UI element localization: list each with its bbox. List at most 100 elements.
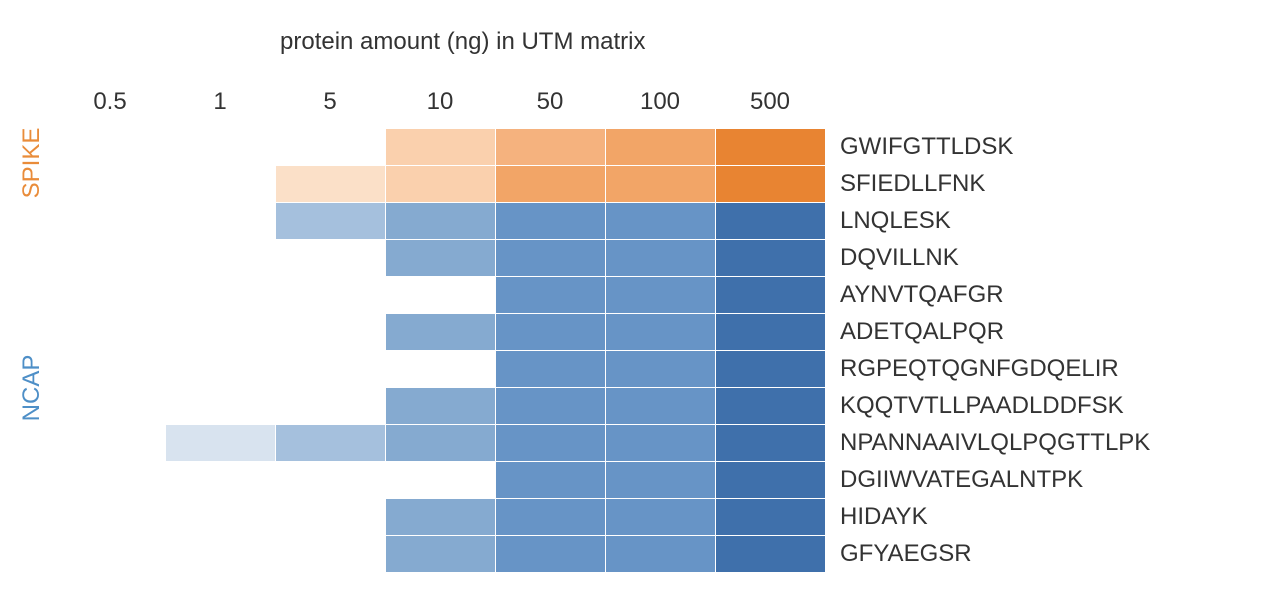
heatmap-cell (385, 387, 495, 424)
row-label: GFYAEGSR (840, 535, 1150, 572)
row-label: ADETQALPQR (840, 313, 1150, 350)
heatmap-cell (495, 239, 605, 276)
heatmap-row (55, 498, 825, 535)
heatmap-cell (385, 498, 495, 535)
heatmap-cell (605, 276, 715, 313)
row-label: RGPEQTQGNFGDQELIR (840, 350, 1150, 387)
heatmap-cell (385, 350, 495, 387)
heatmap-cell (275, 461, 385, 498)
heatmap-cell (275, 424, 385, 461)
heatmap-cell (165, 387, 275, 424)
heatmap-cell (385, 424, 495, 461)
heatmap-cell (715, 387, 825, 424)
heatmap-row (55, 202, 825, 239)
heatmap-row (55, 165, 825, 202)
heatmap-row (55, 424, 825, 461)
heatmap-cell (715, 313, 825, 350)
group-label-ncap: NCAP (20, 328, 50, 448)
heatmap-cell (605, 461, 715, 498)
heatmap-cell (55, 128, 165, 165)
heatmap-cell (385, 535, 495, 572)
heatmap-cell (495, 498, 605, 535)
heatmap-cell (385, 128, 495, 165)
heatmap-cell (495, 128, 605, 165)
column-label: 1 (165, 88, 275, 116)
heatmap-cell (165, 461, 275, 498)
heatmap-figure: protein amount (ng) in UTM matrix 0.5151… (0, 0, 1280, 604)
heatmap-cell (495, 165, 605, 202)
heatmap-cell (165, 202, 275, 239)
heatmap-cell (275, 350, 385, 387)
heatmap-cell (385, 165, 495, 202)
heatmap-cell (165, 424, 275, 461)
group-label-spike: SPIKE (20, 103, 50, 223)
heatmap-row (55, 128, 825, 165)
heatmap-cell (715, 350, 825, 387)
column-labels: 0.5151050100500 (55, 88, 825, 116)
heatmap-cell (495, 350, 605, 387)
column-label: 5 (275, 88, 385, 116)
heatmap-cell (55, 461, 165, 498)
heatmap-cell (495, 202, 605, 239)
heatmap-cell (495, 424, 605, 461)
heatmap-cell (605, 128, 715, 165)
heatmap-row (55, 239, 825, 276)
heatmap-cell (605, 535, 715, 572)
heatmap-row (55, 387, 825, 424)
heatmap-cell (275, 313, 385, 350)
heatmap-grid (55, 128, 825, 572)
heatmap-cell (165, 313, 275, 350)
heatmap-cell (715, 424, 825, 461)
heatmap-cell (165, 350, 275, 387)
heatmap-cell (55, 424, 165, 461)
heatmap-cell (715, 535, 825, 572)
heatmap-row (55, 350, 825, 387)
heatmap-cell (165, 498, 275, 535)
heatmap-row (55, 461, 825, 498)
row-label: DQVILLNK (840, 239, 1150, 276)
heatmap-cell (275, 498, 385, 535)
heatmap-cell (275, 165, 385, 202)
heatmap-cell (385, 461, 495, 498)
heatmap-cell (165, 165, 275, 202)
heatmap-cell (715, 165, 825, 202)
heatmap-cell (55, 165, 165, 202)
heatmap-cell (275, 276, 385, 313)
heatmap-row (55, 276, 825, 313)
heatmap-cell (495, 387, 605, 424)
column-label: 500 (715, 88, 825, 116)
row-label: NPANNAAIVLQLPQGTTLPK (840, 424, 1150, 461)
heatmap-cell (385, 202, 495, 239)
heatmap-cell (605, 498, 715, 535)
heatmap-cell (605, 313, 715, 350)
row-labels: GWIFGTTLDSKSFIEDLLFNKLNQLESKDQVILLNKAYNV… (840, 128, 1150, 572)
heatmap-row (55, 313, 825, 350)
heatmap-cell (55, 350, 165, 387)
heatmap-cell (385, 276, 495, 313)
heatmap-cell (715, 461, 825, 498)
column-label: 0.5 (55, 88, 165, 116)
heatmap-cell (715, 202, 825, 239)
heatmap-cell (385, 313, 495, 350)
heatmap-cell (385, 239, 495, 276)
heatmap-cell (495, 313, 605, 350)
heatmap-cell (605, 165, 715, 202)
heatmap-cell (605, 350, 715, 387)
heatmap-cell (495, 461, 605, 498)
heatmap-cell (275, 387, 385, 424)
heatmap-cell (605, 424, 715, 461)
heatmap-cell (165, 276, 275, 313)
row-label: KQQTVTLLPAADLDDFSK (840, 387, 1150, 424)
column-label: 100 (605, 88, 715, 116)
heatmap-cell (55, 498, 165, 535)
heatmap-row (55, 535, 825, 572)
heatmap-cell (715, 276, 825, 313)
heatmap-cell (715, 498, 825, 535)
heatmap-cell (165, 535, 275, 572)
heatmap-cell (275, 239, 385, 276)
column-label: 10 (385, 88, 495, 116)
heatmap-cell (275, 202, 385, 239)
heatmap-cell (715, 128, 825, 165)
heatmap-cell (55, 387, 165, 424)
heatmap-cell (165, 128, 275, 165)
